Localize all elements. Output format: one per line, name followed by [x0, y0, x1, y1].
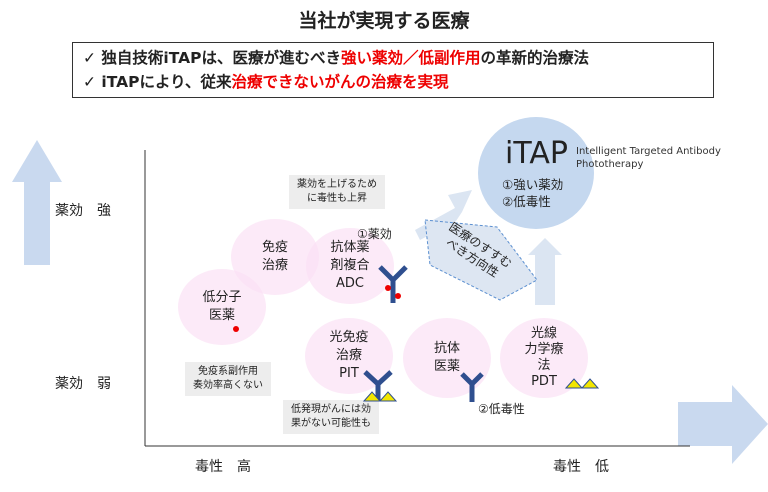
- label: 低分子 医薬: [202, 290, 242, 323]
- label: 光免疫 治療 PIT: [329, 330, 369, 381]
- text: 独自技術iTAPは、医療が進むべき: [101, 49, 341, 67]
- x-axis-high-label: 毒性 高: [195, 459, 251, 475]
- direction-callout-shape: [424, 219, 538, 301]
- low-toxicity-label: ②低毒性: [478, 402, 525, 416]
- itap-circle: [478, 117, 594, 229]
- highlight: 治療できないがんの治療を実現: [231, 73, 449, 91]
- check-icon: ✓: [83, 73, 96, 91]
- x-axis-low-label: 毒性 低: [553, 459, 609, 475]
- itap-name: iTAP: [505, 136, 568, 171]
- check-icon: ✓: [83, 49, 96, 67]
- y-axis-low-label: 薬効 弱: [55, 376, 111, 392]
- page-title: 当社が実現する医療: [298, 10, 470, 32]
- efficacy-label: ①薬効: [357, 227, 392, 241]
- efficacy-up-arrow: [12, 140, 62, 265]
- label: 抗体 医薬: [433, 341, 460, 374]
- itap-points: ①強い薬効 ②低毒性: [502, 177, 564, 209]
- label: 光線 力学療 法 PDT: [524, 326, 564, 389]
- circle-pit: 光免疫 治療 PIT: [305, 318, 393, 394]
- summary-line-2: ✓ iTAPにより、従来治療できないがんの治療を実現: [83, 70, 703, 94]
- highlight: 強い薬効／低副作用: [340, 49, 481, 67]
- y-axis-high-label: 薬効 強: [55, 203, 111, 219]
- text: iTAPにより、従来: [101, 73, 232, 91]
- callout-immunotherapy: 免疫系副作用 奏効率高くない: [185, 362, 271, 396]
- callout-pit: 低発現がんには効 果がない可能性も: [283, 400, 379, 434]
- circle-antibody: 抗体 医薬: [403, 318, 491, 398]
- summary-line-1: ✓ 独自技術iTAPは、医療が進むべき強い薬効／低副作用の革新的治療法: [83, 46, 703, 70]
- itap-full-name: Intelligent Targeted Antibody Photothera…: [576, 146, 721, 170]
- circle-immunotherapy: 免疫 治療: [231, 219, 319, 295]
- text: の革新的治療法: [480, 49, 589, 67]
- circle-pdt: 光線 力学療 法 PDT: [500, 318, 588, 398]
- label: 免疫 治療: [261, 240, 288, 273]
- toxicity-right-arrow: [678, 385, 768, 464]
- upward-arrow: [528, 238, 562, 305]
- summary-box: ✓ 独自技術iTAPは、医療が進むべき強い薬効／低副作用の革新的治療法 ✓ iT…: [72, 42, 714, 98]
- label: 抗体薬 剤複合 ADC: [330, 240, 370, 291]
- callout-adc: 薬効を上げるため に毒性も上昇: [289, 175, 385, 209]
